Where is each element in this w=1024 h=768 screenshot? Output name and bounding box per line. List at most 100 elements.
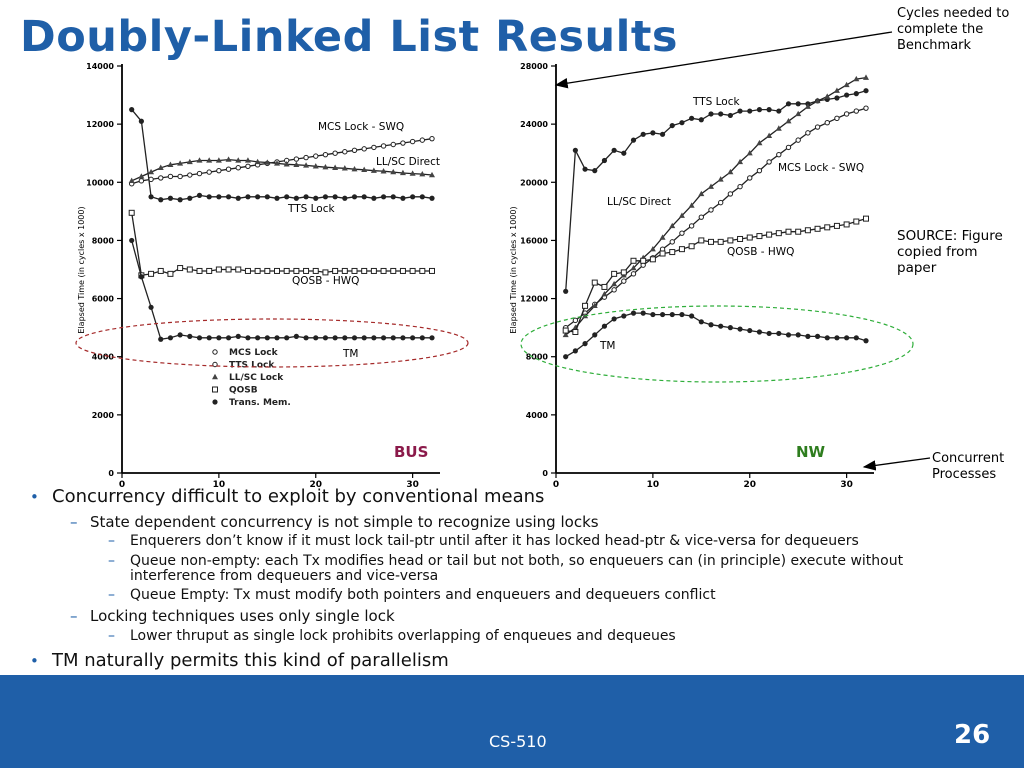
data-point xyxy=(669,122,675,129)
series-line xyxy=(565,217,867,333)
data-point xyxy=(167,335,174,341)
data-point xyxy=(390,194,396,200)
data-point xyxy=(562,331,569,338)
data-point xyxy=(708,183,714,189)
data-point xyxy=(698,237,705,244)
data-point xyxy=(303,267,310,274)
data-point xyxy=(158,175,164,181)
data-point xyxy=(255,194,261,200)
bullet-dash-icon: – xyxy=(108,587,115,603)
bullet-item: – Enquerers don’t know if it must lock ta… xyxy=(108,534,968,549)
data-point xyxy=(727,325,733,331)
data-point xyxy=(390,168,397,175)
data-point xyxy=(621,278,627,284)
data-point xyxy=(196,157,203,163)
series-label: TTS Lock xyxy=(692,96,741,108)
data-point xyxy=(313,335,319,341)
data-point xyxy=(342,195,348,201)
data-point xyxy=(225,335,232,341)
data-point xyxy=(429,135,435,142)
data-point xyxy=(775,230,782,237)
data-point xyxy=(244,267,251,274)
bullet-dash-icon: – xyxy=(108,553,115,569)
data-point xyxy=(824,335,830,341)
data-point xyxy=(410,335,416,341)
data-point xyxy=(293,267,300,274)
data-point xyxy=(419,194,425,200)
data-point xyxy=(148,270,155,277)
data-point xyxy=(630,257,637,264)
data-point xyxy=(245,163,251,169)
y-tick-label: 4000 xyxy=(526,411,549,420)
data-point xyxy=(342,335,348,341)
data-point xyxy=(361,146,367,152)
data-point xyxy=(351,166,358,172)
data-point xyxy=(853,335,859,341)
data-point xyxy=(293,156,300,162)
data-point xyxy=(196,170,203,177)
data-point xyxy=(814,124,821,130)
bullet-dot-icon: • xyxy=(30,652,39,670)
data-point xyxy=(708,207,714,213)
data-point xyxy=(698,319,704,325)
x-tick-label: 30 xyxy=(840,480,853,490)
data-point xyxy=(429,267,435,274)
data-point xyxy=(756,139,763,146)
data-point xyxy=(669,249,676,256)
series-line xyxy=(565,90,867,292)
data-point xyxy=(167,270,174,277)
data-point xyxy=(303,162,310,168)
y-tick-label: 4000 xyxy=(92,353,115,362)
data-point xyxy=(284,335,290,341)
data-point xyxy=(235,157,242,163)
data-point xyxy=(649,245,656,252)
bullet-dash-icon: – xyxy=(108,628,115,644)
bullet-item: – Locking techniques uses only single loc… xyxy=(70,607,395,625)
series-label: MCS Lock - SWQ xyxy=(778,162,864,174)
data-point xyxy=(245,194,251,200)
data-point xyxy=(212,399,218,405)
y-tick-label: 10000 xyxy=(86,178,114,187)
legend-entry: LL/SC Lock xyxy=(212,373,284,383)
data-point xyxy=(688,223,695,229)
footer-course: CS-510 xyxy=(489,732,547,751)
data-point xyxy=(572,329,579,336)
data-point xyxy=(717,238,724,245)
data-point xyxy=(863,74,869,80)
data-point xyxy=(679,311,685,318)
data-point xyxy=(785,101,792,107)
data-point xyxy=(678,212,685,218)
data-point xyxy=(351,267,358,274)
data-point xyxy=(795,137,801,143)
data-point xyxy=(371,195,377,201)
series-label: TTS Lock xyxy=(287,203,336,215)
data-point xyxy=(863,215,869,222)
bullet-item: – Queue non-empty: each Tx modifies head … xyxy=(108,554,968,584)
data-point xyxy=(380,194,387,200)
data-point xyxy=(621,150,627,156)
data-point xyxy=(429,335,435,341)
data-point xyxy=(766,159,772,165)
data-point xyxy=(621,313,627,319)
bullet-text: Queue non-empty: each Tx modifies head o… xyxy=(130,553,904,584)
data-point xyxy=(853,91,859,97)
data-point xyxy=(138,173,145,179)
data-point xyxy=(727,168,734,175)
data-point xyxy=(708,111,714,117)
slide-title: Doubly-Linked List Results xyxy=(20,12,678,62)
data-point xyxy=(737,108,743,114)
series-label: LL/SC Direct xyxy=(376,156,440,168)
data-point xyxy=(235,266,242,273)
data-point xyxy=(332,150,338,156)
data-point xyxy=(254,158,261,165)
data-point xyxy=(679,230,685,236)
series-line xyxy=(131,212,432,277)
data-point xyxy=(650,130,656,136)
data-point xyxy=(805,333,811,339)
data-point xyxy=(824,93,831,99)
data-point xyxy=(630,310,637,316)
data-point xyxy=(225,166,232,172)
bullet-dash-icon: – xyxy=(108,533,115,549)
data-point xyxy=(601,157,608,164)
data-point xyxy=(698,214,705,220)
